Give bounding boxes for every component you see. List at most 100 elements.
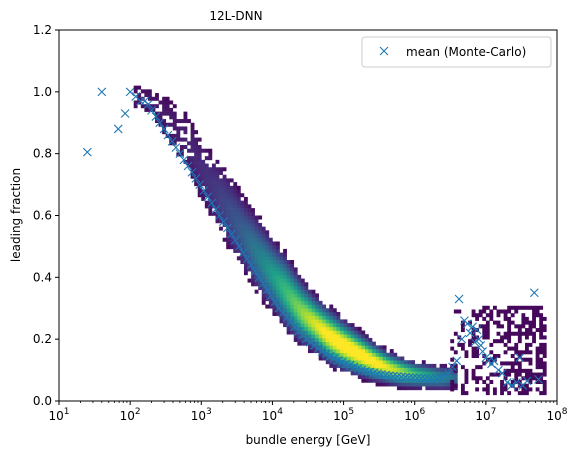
- heatmap-cell: [500, 391, 504, 396]
- heatmap-cell: [347, 356, 351, 361]
- heatmap-cell: [208, 167, 213, 172]
- heatmap-cell: [222, 215, 227, 220]
- heatmap-cell: [343, 345, 348, 350]
- heatmap-cell: [226, 234, 231, 239]
- heatmap-cell: [179, 152, 184, 157]
- heatmap-cell: [475, 376, 480, 381]
- heatmap-cell: [382, 363, 387, 368]
- heatmap-cell: [308, 337, 312, 342]
- heatmap-cell: [300, 304, 305, 309]
- heatmap-cell: [236, 222, 241, 227]
- heatmap-cell: [162, 96, 167, 101]
- heatmap-cell: [286, 278, 291, 283]
- x-tick-label: 108: [546, 407, 567, 423]
- heatmap-cell: [315, 337, 319, 342]
- heatmap-cell: [261, 256, 266, 261]
- heatmap-cell: [183, 145, 188, 150]
- mean-marker: [404, 373, 414, 382]
- heatmap-cell: [471, 368, 476, 373]
- heatmap-cell: [340, 352, 344, 357]
- heatmap-cell: [425, 363, 430, 368]
- heatmap-cell: [304, 289, 309, 294]
- heatmap-cell: [300, 311, 305, 316]
- heatmap-cell: [535, 379, 540, 384]
- heatmap-cell: [379, 352, 383, 357]
- heatmap-cell: [286, 267, 291, 272]
- heatmap-cell: [229, 219, 234, 224]
- heatmap-cell: [364, 378, 369, 383]
- heatmap-cell: [400, 367, 405, 372]
- y-axis-label: leading fraction: [9, 168, 23, 262]
- heatmap-cell: [265, 278, 270, 283]
- heatmap-cell: [172, 119, 177, 124]
- heatmap-cell: [251, 230, 255, 235]
- heatmap-cell: [329, 315, 334, 320]
- heatmap-cell: [268, 252, 273, 257]
- mean-marker: [388, 371, 398, 381]
- heatmap-cell: [318, 345, 323, 350]
- mean-marker: [472, 325, 482, 335]
- heatmap-cell: [229, 245, 234, 250]
- heatmap-cell: [464, 368, 469, 373]
- heatmap-cell: [496, 331, 501, 336]
- mean-marker: [113, 124, 123, 134]
- heatmap-cell: [332, 311, 337, 316]
- mean-marker: [171, 143, 181, 152]
- heatmap-cell: [343, 337, 348, 342]
- heatmap-cell: [297, 278, 302, 283]
- heatmap-cell: [258, 226, 263, 231]
- mean-marker: [147, 105, 156, 115]
- heatmap-cell: [308, 293, 312, 298]
- heatmap-cell: [482, 324, 487, 329]
- heatmap-cell: [155, 111, 159, 116]
- heatmap-cell: [300, 341, 305, 346]
- mean-marker: [534, 374, 543, 384]
- heatmap-cell: [315, 326, 319, 331]
- heatmap-cell: [517, 328, 522, 333]
- heatmap-cell: [400, 386, 405, 391]
- heatmap-cell: [243, 271, 248, 276]
- heatmap-cell: [215, 196, 220, 201]
- heatmap-cell: [471, 372, 476, 377]
- heatmap-cell: [283, 260, 287, 265]
- heatmap-cell: [261, 248, 266, 253]
- heatmap-cell: [446, 378, 451, 383]
- heatmap-cell: [226, 241, 231, 246]
- heatmap-cell: [329, 323, 334, 328]
- heatmap-cell: [453, 386, 458, 391]
- heatmap-cell: [389, 356, 394, 361]
- heatmap-cell: [389, 378, 394, 383]
- mean-marker: [474, 334, 484, 344]
- heatmap-cell: [332, 352, 337, 357]
- heatmap-cell: [293, 285, 298, 290]
- heatmap-cell: [268, 241, 273, 246]
- heatmap-cell: [361, 341, 366, 346]
- heatmap-cell: [517, 361, 522, 366]
- heatmap-cell: [382, 352, 387, 357]
- mean-marker: [507, 381, 516, 390]
- heatmap-cell: [254, 263, 259, 268]
- heatmap-cell: [197, 193, 202, 198]
- heatmap-cell: [297, 289, 302, 294]
- heatmap-cell: [211, 211, 216, 216]
- heatmap-cell: [190, 156, 195, 161]
- heatmap-cell: [194, 145, 199, 150]
- heatmap-cell: [329, 341, 334, 346]
- heatmap-cell: [439, 382, 444, 387]
- heatmap-cell: [290, 315, 295, 320]
- heatmap-cell: [340, 319, 344, 324]
- heatmap-cell: [368, 341, 373, 346]
- heatmap-cell: [539, 305, 544, 310]
- heatmap-cell: [450, 383, 455, 388]
- heatmap-cell: [233, 182, 238, 187]
- heatmap-cell: [375, 345, 380, 350]
- heatmap-cell: [201, 193, 206, 198]
- heatmap-cell: [482, 379, 487, 384]
- heatmap-cell: [272, 263, 277, 268]
- heatmap-cell: [308, 308, 312, 313]
- heatmap-cell: [215, 178, 220, 183]
- heatmap-cell: [357, 334, 362, 339]
- heatmap-cell: [229, 222, 234, 227]
- heatmap-cell: [247, 267, 252, 272]
- heatmap-cell: [247, 252, 252, 257]
